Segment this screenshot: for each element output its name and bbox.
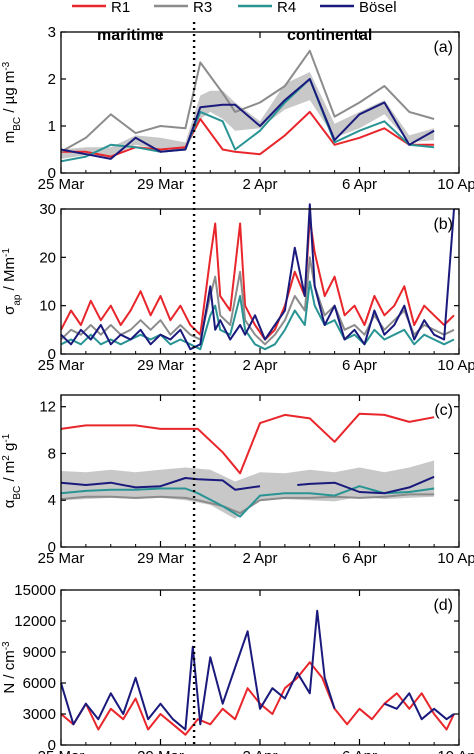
- y-tick-label: 4: [48, 492, 56, 509]
- region-label-continental: continental: [287, 27, 372, 44]
- y-tick-label: 3000: [23, 706, 56, 723]
- x-tick-label: 6 Apr: [342, 748, 377, 754]
- y-tick-label: 3: [48, 24, 56, 41]
- panel-label: (b): [433, 216, 453, 233]
- x-tick-label: 25 Mar: [38, 176, 85, 193]
- panel-2: 0 4 8 12 25 Mar 29 Mar 2 Apr 6 Apr 10 Apr (c) αBC …: [1, 394, 474, 567]
- x-tick-label: 10 Apr: [437, 550, 474, 567]
- series-line-R3: [60, 493, 435, 515]
- y-tick-label: 1: [48, 118, 56, 135]
- series-line-R1: [60, 217, 455, 341]
- series-line-Bosel: [60, 475, 435, 495]
- series-line-R3: [60, 256, 455, 346]
- x-tick-label: 25 Mar: [38, 748, 85, 754]
- series-line-R1: [61, 110, 435, 158]
- x-tick-label: 29 Mar: [137, 748, 184, 754]
- y-tick-label: 12000: [14, 613, 56, 630]
- x-tick-label: 2 Apr: [242, 357, 277, 374]
- y-tick-label: 9000: [23, 644, 56, 661]
- y-tick-label: 6000: [23, 675, 56, 692]
- y-tick-label: 8: [48, 445, 56, 462]
- series-line-R4: [60, 485, 435, 518]
- x-tick-label: 25 Mar: [38, 357, 85, 374]
- x-tick-label: 6 Apr: [342, 176, 377, 193]
- series-line-R1: [60, 412, 435, 475]
- legend-label-R4: R4: [277, 0, 296, 16]
- y-tick-label: 10: [39, 298, 56, 315]
- y-tick-label: 0: [48, 539, 56, 556]
- x-tick-label: 6 Apr: [342, 550, 377, 567]
- y-tick-label: 15000: [14, 582, 56, 599]
- panel-1: 0 10 20 30 25 Mar 29 Mar 2 Apr 6 Apr 10 Apr (b) σa…: [1, 201, 474, 374]
- x-tick-label: 6 Apr: [342, 357, 377, 374]
- uncertainty-band: [61, 460, 435, 519]
- series-line-R4: [60, 78, 435, 163]
- y-tick-label: 0: [48, 737, 56, 754]
- x-tick-label: 29 Mar: [137, 550, 184, 567]
- y-axis-label: αBC / m2 g-1: [1, 433, 23, 508]
- series-line-Bosel: [60, 609, 455, 731]
- y-tick-label: 0: [48, 165, 56, 182]
- series-line-Bosel: [60, 203, 455, 351]
- legend-label-Bosel: Bösel: [359, 0, 397, 16]
- x-tick-label: 10 Apr: [437, 748, 474, 754]
- x-tick-label: 29 Mar: [137, 176, 184, 193]
- x-tick-label: 2 Apr: [242, 550, 277, 567]
- legend: R1 R3 R4 Bösel: [72, 0, 397, 16]
- y-tick-label: 0: [48, 346, 56, 363]
- y-axis-label: σap / Mm-1: [1, 248, 23, 315]
- y-tick-label: 30: [39, 201, 56, 218]
- x-tick-label: 2 Apr: [242, 176, 277, 193]
- legend-label-R3: R3: [193, 0, 212, 16]
- x-tick-label: 29 Mar: [137, 357, 184, 374]
- x-tick-label: 2 Apr: [242, 748, 277, 754]
- panel-0: 0 1 2 3 25 Mar 29 Mar 2 Apr 6 Apr 10 Apr (a) mBC /…: [1, 24, 474, 193]
- axes-frame: [60, 589, 460, 746]
- series-line-R4: [60, 280, 455, 351]
- y-tick-label: 12: [39, 399, 56, 416]
- panel-3: 0 3000 6000 9000 12000 15000 25 Mar 29 Mar 2 Apr…: [1, 582, 474, 754]
- series-line-R3: [60, 49, 435, 153]
- x-tick-label: 25 Mar: [38, 550, 85, 567]
- y-axis-label: N / cm-3: [1, 641, 19, 694]
- series-line-Bosel: [60, 78, 435, 160]
- panel-label: (a): [433, 39, 453, 56]
- y-tick-label: 20: [39, 249, 56, 266]
- panel-label: (d): [433, 597, 453, 614]
- region-label-maritime: maritime: [97, 27, 164, 44]
- y-tick-label: 2: [48, 71, 56, 88]
- x-tick-label: 10 Apr: [437, 176, 474, 193]
- y-axis-label: mBC / µg m-3: [1, 61, 23, 143]
- legend-label-R1: R1: [111, 0, 130, 16]
- x-tick-label: 10 Apr: [437, 357, 474, 374]
- panel-label: (c): [434, 402, 453, 419]
